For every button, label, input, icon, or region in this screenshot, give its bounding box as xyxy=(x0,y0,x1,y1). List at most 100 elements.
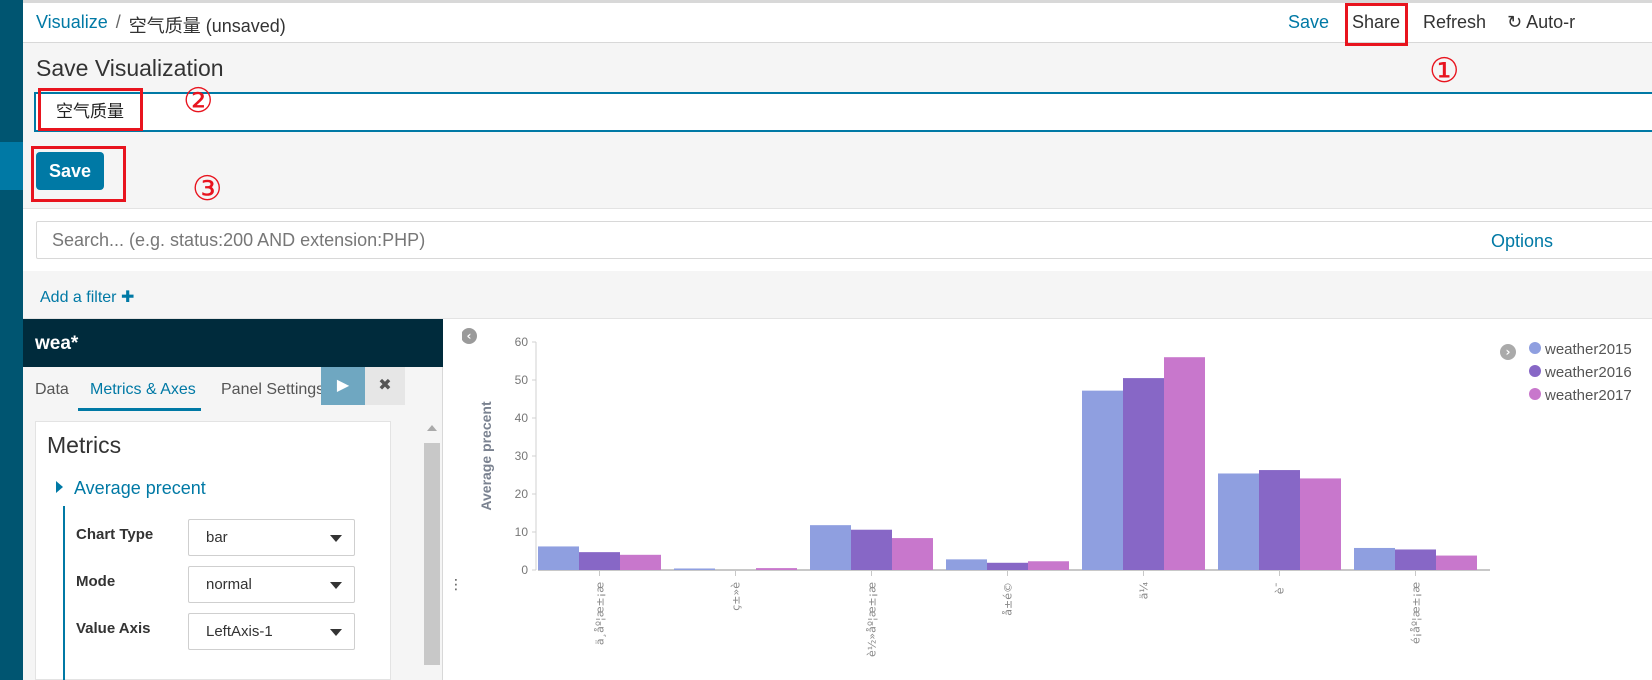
active-tab-underline xyxy=(78,408,201,411)
bar-weather2015-1[interactable] xyxy=(674,568,715,570)
y-tick-label: 10 xyxy=(515,525,529,539)
scroll-up-icon[interactable] xyxy=(427,425,437,431)
resize-handle-icon[interactable]: ⋮ xyxy=(449,576,463,592)
highlight-box-title xyxy=(38,88,143,131)
apply-changes-button[interactable]: ▶ xyxy=(321,367,365,405)
y-tick-label: 30 xyxy=(515,449,529,463)
discard-changes-button[interactable]: ✖ xyxy=(365,367,405,405)
sidebar-scrollbar[interactable] xyxy=(423,421,440,680)
bar-weather2017-1[interactable] xyxy=(756,568,797,570)
share-menu-button[interactable]: Share xyxy=(1352,12,1401,32)
tab-data[interactable]: Data xyxy=(35,381,69,398)
refresh-icon: ↻ xyxy=(1507,12,1523,32)
chevron-down-icon xyxy=(330,582,342,589)
mode-select[interactable]: normal xyxy=(188,566,355,603)
chart-type-select[interactable]: bar xyxy=(188,519,355,556)
save-menu-button[interactable]: Save xyxy=(1288,12,1330,32)
bar-weather2015-2[interactable] xyxy=(810,525,851,570)
bar-weather2016-3[interactable] xyxy=(987,562,1028,570)
mode-label: Mode xyxy=(76,573,116,590)
breadcrumb-visualize-link[interactable]: Visualize xyxy=(36,12,108,32)
save-button[interactable]: Save xyxy=(36,152,104,190)
chart-area: ‹ 0 10 20 30 40 50 60 Average precent ä¸­åº¦æ±¡æ ç… xyxy=(462,319,1652,680)
bar-weather2017-6[interactable] xyxy=(1436,555,1477,570)
breadcrumb: Visualize / 空气质量 (unsaved) xyxy=(36,12,286,38)
bar-weather2016-0[interactable] xyxy=(579,552,620,570)
value-axis-value: LeftAxis-1 xyxy=(206,623,273,640)
bar-weather2017-0[interactable] xyxy=(620,554,661,570)
bar-weather2016-2[interactable] xyxy=(851,529,892,570)
legend-swatch[interactable] xyxy=(1529,388,1541,400)
legend-label[interactable]: weather2017 xyxy=(1544,387,1632,404)
chevron-right-glyph: › xyxy=(1506,345,1511,359)
breadcrumb-separator: / xyxy=(115,12,121,32)
highlight-box-save-button xyxy=(31,146,126,202)
play-icon: ▶ xyxy=(336,377,350,394)
x-tick-label: ä¼ xyxy=(1138,582,1151,600)
bar-weather2016-4[interactable] xyxy=(1123,378,1164,570)
bar-weather2015-6[interactable] xyxy=(1354,547,1395,570)
metrics-card: Metrics Average precent Chart Type bar M… xyxy=(35,421,391,680)
metric-toggle-average-precent[interactable]: Average precent xyxy=(56,478,206,499)
chart-type-label: Chart Type xyxy=(76,526,154,543)
y-tick-label: 20 xyxy=(515,487,529,501)
metric-group-line xyxy=(63,506,65,680)
chevron-down-icon xyxy=(330,535,342,542)
search-options-link[interactable]: Options xyxy=(1491,231,1554,251)
x-tick-label: è¯ xyxy=(1274,582,1287,594)
y-tick-label: 0 xyxy=(521,563,528,577)
bar-weather2017-3[interactable] xyxy=(1028,561,1069,570)
filter-bar: Add a filter ✚ xyxy=(23,271,1652,319)
auto-refresh-menu-button[interactable]: ↻ Auto-r xyxy=(1507,12,1575,33)
legend-swatch[interactable] xyxy=(1529,365,1541,377)
legend-label[interactable]: weather2015 xyxy=(1544,341,1632,358)
chart-type-value: bar xyxy=(206,529,228,546)
bar-weather2015-5[interactable] xyxy=(1218,473,1259,570)
bar-weather2016-6[interactable] xyxy=(1395,549,1436,570)
search-placeholder: Search... (e.g. status:200 AND extension… xyxy=(52,230,426,250)
add-filter-label: Add a filter xyxy=(40,289,117,306)
step-2-marker: ② xyxy=(183,81,214,121)
bar-chart: ‹ 0 10 20 30 40 50 60 Average precent ä¸­åº¦æ±¡æ ç… xyxy=(462,328,1632,657)
bar-weather2015-0[interactable] xyxy=(538,546,579,570)
plus-icon: ✚ xyxy=(120,289,135,306)
x-tick-label: ç±»è xyxy=(730,582,743,611)
bar-weather2017-5[interactable] xyxy=(1300,478,1341,570)
chevron-left-glyph: ‹ xyxy=(467,329,472,343)
tab-panel-settings[interactable]: Panel Settings xyxy=(221,381,325,398)
bar-weather2017-2[interactable] xyxy=(892,538,933,570)
refresh-menu-button[interactable]: Refresh xyxy=(1423,12,1487,32)
editor-sidebar: wea* Data Metrics & Axes Panel Settings … xyxy=(23,319,443,680)
index-pattern-title: wea* xyxy=(23,319,443,367)
bar-weather2016-5[interactable] xyxy=(1259,470,1300,570)
value-axis-select[interactable]: LeftAxis-1 xyxy=(188,613,355,650)
search-input[interactable]: Search... (e.g. status:200 AND extension… xyxy=(36,221,1652,259)
legend-label[interactable]: weather2016 xyxy=(1544,364,1632,381)
add-filter-link[interactable]: Add a filter ✚ xyxy=(40,287,134,307)
legend-swatch[interactable] xyxy=(1529,342,1541,354)
x-tick-label: ä¸­åº¦æ±¡æ xyxy=(594,582,607,645)
tab-metrics-axes[interactable]: Metrics & Axes xyxy=(90,381,196,398)
bar-weather2015-3[interactable] xyxy=(946,559,987,570)
value-axis-label: Value Axis xyxy=(76,620,151,637)
y-axis-title: Average precent xyxy=(478,401,494,511)
collapse-sidebar-icon[interactable] xyxy=(462,328,477,344)
legend-toggle-icon[interactable] xyxy=(1500,344,1516,360)
x-tick-label: é¡åº¦æ±¡æ xyxy=(1410,582,1423,644)
editor-tabs: Data Metrics & Axes Panel Settings ▶ ✖ xyxy=(23,367,443,411)
bar-weather2015-4[interactable] xyxy=(1082,390,1123,570)
y-tick-label: 40 xyxy=(515,411,529,425)
close-icon: ✖ xyxy=(378,377,392,394)
app-nav-sidebar xyxy=(0,0,23,680)
nav-item-visualize[interactable] xyxy=(0,142,23,190)
x-tick-label: è½»åº¦æ±¡æ xyxy=(866,582,879,657)
auto-refresh-label: Auto-r xyxy=(1526,12,1576,32)
save-visualization-panel: Save Visualization 空气质量 Save xyxy=(23,43,1652,209)
x-tick-label: å±é© xyxy=(1002,582,1015,616)
chevron-down-icon xyxy=(330,629,342,636)
y-tick-label: 60 xyxy=(515,335,529,349)
visualization-title-input[interactable]: 空气质量 xyxy=(34,92,1652,132)
bar-weather2017-4[interactable] xyxy=(1164,357,1205,570)
scrollbar-thumb[interactable] xyxy=(424,443,440,665)
mode-value: normal xyxy=(206,576,252,593)
